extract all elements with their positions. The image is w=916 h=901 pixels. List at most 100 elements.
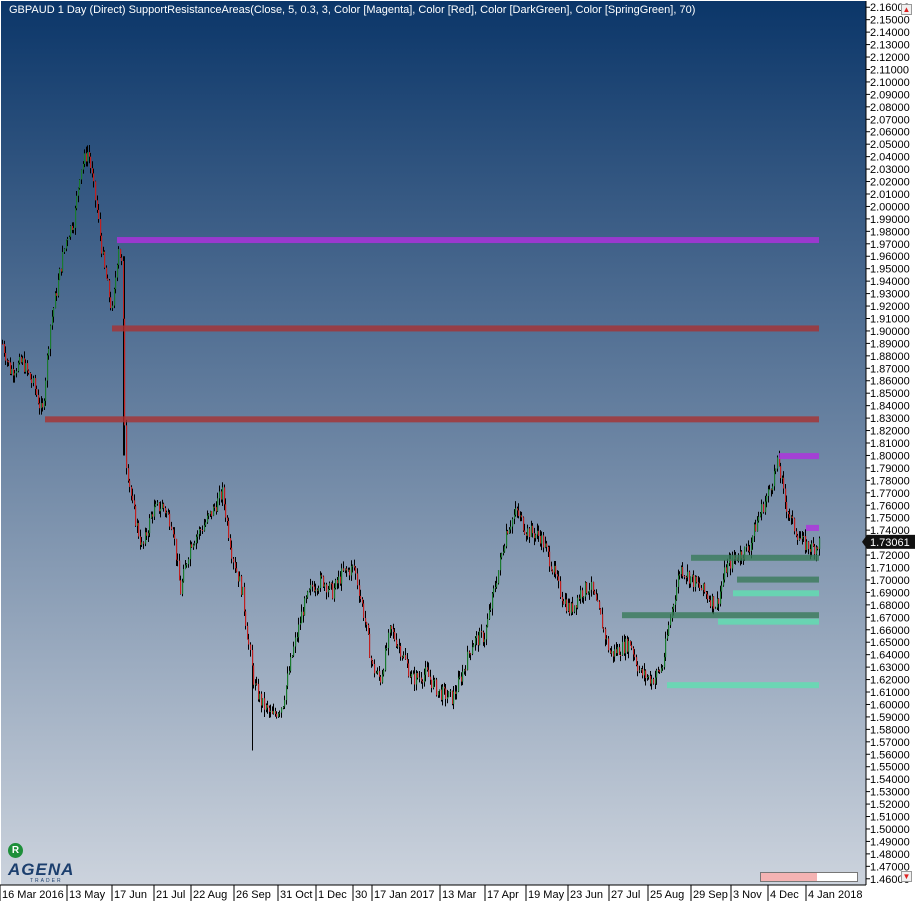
candle-body [363, 603, 365, 618]
candle-body [509, 529, 511, 534]
candle-body [665, 638, 667, 658]
candle-body [55, 293, 57, 309]
y-tick-label: 1.72000 [870, 550, 910, 562]
y-tick-label: 1.92000 [870, 301, 910, 313]
candle-body [117, 264, 119, 278]
candle-body [606, 638, 608, 640]
candle-body [600, 608, 602, 615]
candle-body [204, 525, 206, 531]
y-tick-label: 1.62000 [870, 675, 910, 687]
scroll-down-button[interactable]: ▼ [901, 871, 912, 882]
candle-body [585, 582, 587, 597]
candle-body [295, 637, 297, 647]
candle-body [622, 641, 624, 656]
candle-body [171, 526, 173, 530]
candle-body [13, 368, 15, 376]
candle-body [808, 541, 810, 550]
zoom-scrollbar[interactable] [760, 872, 858, 882]
scroll-up-button[interactable]: ▲ [901, 4, 912, 15]
sr-level-springgreen [733, 590, 819, 597]
candle-body [682, 566, 684, 577]
candle-body [371, 657, 373, 661]
y-tick-label: 1.66000 [870, 625, 910, 637]
candle-body [38, 394, 40, 404]
candle-body [783, 477, 785, 489]
candle-body [422, 681, 424, 683]
candle-body [523, 517, 525, 531]
x-tick-label: 23 Jun [570, 889, 603, 901]
candle-body [24, 358, 26, 372]
candle-body [558, 576, 560, 582]
candle-body [703, 583, 705, 591]
candle-body [613, 651, 615, 657]
y-tick-label: 1.65000 [870, 637, 910, 649]
candle-body [560, 581, 562, 598]
y-tick-label: 1.70000 [870, 575, 910, 587]
x-tick-label: 17 Apr [487, 889, 519, 901]
candle-body [321, 575, 323, 577]
candle-body [315, 589, 317, 592]
candle-body [231, 547, 233, 559]
logo-sub: TRADER [30, 878, 63, 884]
y-tick-label: 1.94000 [870, 276, 910, 288]
candle-body [534, 533, 536, 539]
candle-body [338, 576, 340, 584]
candle-body [47, 355, 49, 381]
candle-body [796, 531, 798, 536]
candle-body [628, 640, 630, 652]
candle-body [761, 504, 763, 514]
candle-body [129, 480, 131, 487]
candle-body [800, 538, 802, 540]
candle-body [328, 588, 330, 593]
candle-body [236, 568, 238, 572]
candle-body [448, 691, 450, 698]
candle-body [372, 660, 374, 664]
candle-body [19, 356, 21, 363]
candle-body [352, 565, 354, 567]
candle-body [531, 525, 533, 537]
candle-body [557, 574, 559, 577]
candle-body [59, 268, 61, 280]
candle-body [332, 583, 334, 599]
candle-body [572, 603, 574, 612]
candle-body [470, 653, 472, 655]
candle-body [717, 598, 719, 608]
candle-body [445, 688, 447, 699]
candle-body [276, 713, 278, 717]
candle-body [245, 611, 247, 626]
candle-body [670, 617, 672, 626]
candle-body [718, 598, 720, 604]
candle-body [732, 555, 734, 569]
candle-body [377, 671, 379, 673]
candle-body [704, 583, 706, 593]
candle-body [792, 516, 794, 519]
y-tick-label: 1.82000 [870, 426, 910, 438]
candle-body [275, 711, 277, 714]
candle-body [721, 585, 723, 592]
candle-body [21, 356, 23, 363]
sr-level-magenta [779, 453, 819, 460]
zoom-scrollbar-thumb[interactable] [761, 873, 817, 881]
candle-body [188, 559, 190, 565]
candle-body [752, 536, 754, 543]
candle-body [132, 495, 134, 501]
candle-body [814, 546, 816, 555]
candle-body [668, 625, 670, 635]
candle-body [107, 278, 109, 281]
y-tick-label: 1.51000 [870, 812, 910, 824]
y-tick-label: 1.71000 [870, 563, 910, 575]
candle-body [250, 644, 252, 651]
candle-body [779, 457, 781, 467]
candle-body [138, 523, 140, 537]
candle-body [521, 515, 523, 518]
candle-body [301, 611, 303, 624]
y-tick-label: 1.99000 [870, 214, 910, 226]
y-tick-label: 1.49000 [870, 836, 910, 848]
candle-body [785, 488, 787, 503]
candle-body [309, 589, 311, 592]
candle-body [213, 506, 215, 516]
candle-body [529, 528, 531, 537]
candle-body [493, 588, 495, 594]
candle-body [413, 673, 415, 675]
